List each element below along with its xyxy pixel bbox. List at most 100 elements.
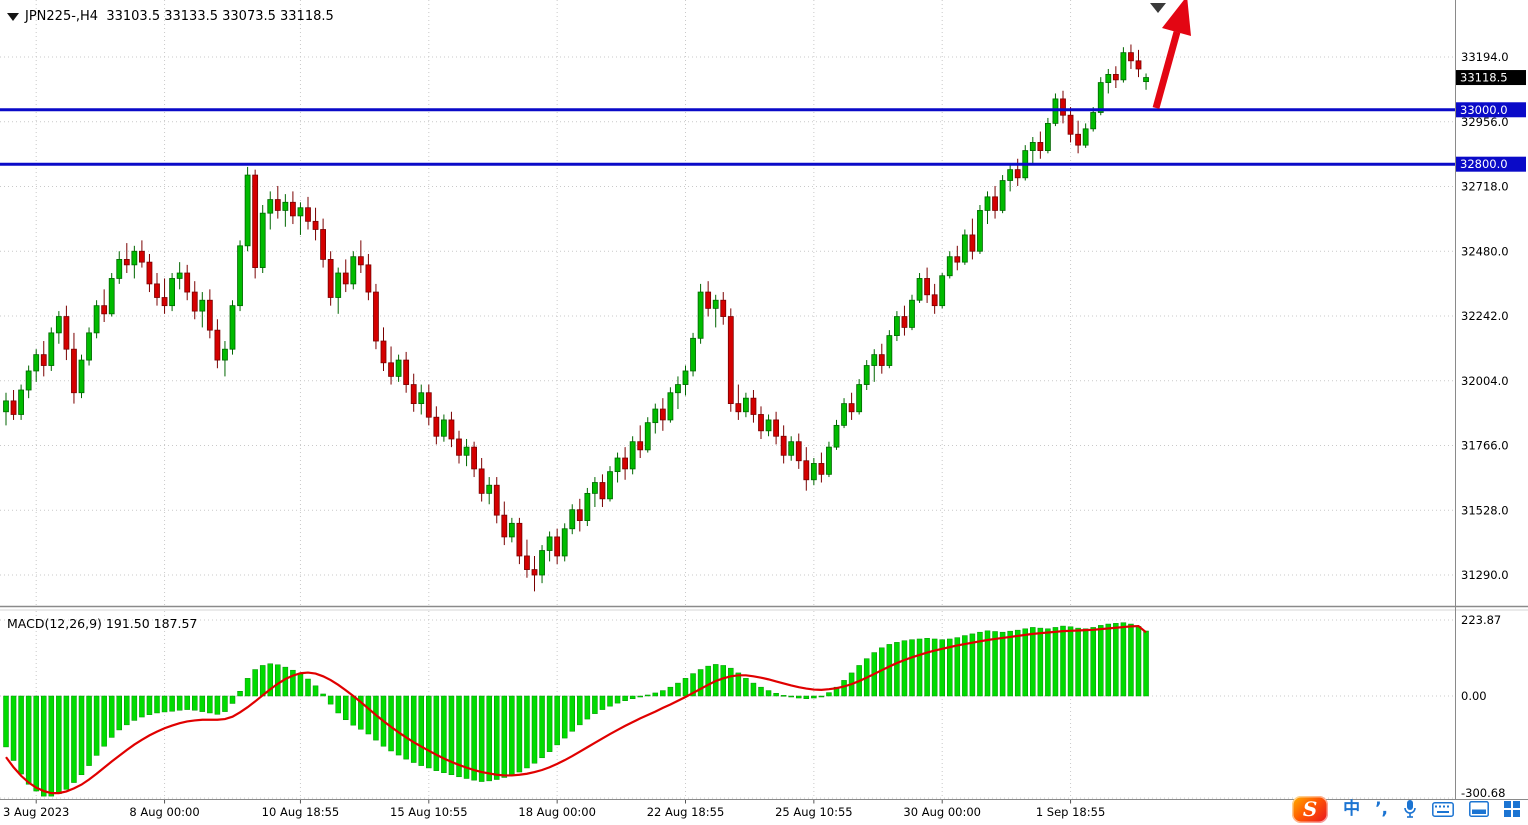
macd-histogram-bar [909,639,915,697]
candle-body [758,414,764,432]
price-level-tag [1456,156,1526,172]
trend-arrow-head[interactable] [1162,0,1191,36]
candle-body [780,435,787,456]
candle-body [1045,122,1051,151]
macd-histogram-bar [403,695,409,760]
touch-keyboard-icon[interactable] [1469,801,1489,817]
candle-body [108,278,115,315]
candle-body [380,340,387,364]
macd-histogram-bar [796,695,802,699]
macd-histogram-bar [116,695,122,731]
time-tick-label: 18 Aug 00:00 [518,805,596,819]
time-tick-label: 30 Aug 00:00 [903,805,981,819]
candle-body [244,174,251,247]
macd-histogram-bar [947,638,953,697]
candle-body [425,392,432,418]
candle-body [599,482,606,500]
price-tick-label: 32480.0 [1461,244,1509,258]
price-tick-label: 32956.0 [1461,115,1509,129]
candle-body [841,403,847,426]
macd-histogram-bar [388,695,394,752]
candle-body [690,337,696,372]
candle-body [508,522,515,538]
macd-histogram-bar [1045,628,1051,697]
macd-histogram-bar [984,630,991,697]
microphone-icon[interactable] [1403,799,1417,819]
macd-histogram-bar [93,695,100,756]
candle-body [433,416,440,437]
macd-histogram-bar [169,695,175,712]
candle-body [682,370,689,385]
macd-histogram-bar [365,695,372,735]
macd-histogram-bar [697,669,704,697]
macd-histogram-bar [622,695,628,702]
app-grid-icon[interactable] [1504,801,1520,817]
ime-punctuation-icon[interactable]: ’, [1375,798,1388,819]
candle-body [478,468,485,494]
macd-histogram-bar [259,665,266,697]
macd-histogram-bar [56,695,62,795]
macd-histogram-bar [335,695,341,714]
candle-body [486,484,493,494]
candle-body [320,229,327,260]
macd-histogram-bar [320,693,326,697]
candle-body [863,365,870,385]
macd-histogram-bar [154,695,160,714]
candle-body [146,261,153,285]
macd-histogram-bar [25,695,32,785]
time-tick-label: 3 Aug 2023 [3,805,69,819]
macd-histogram-bar [1030,627,1036,697]
candle-body [886,335,893,366]
price-tick-label: 31290.0 [1461,568,1509,582]
candle-body [48,332,55,366]
candle-body [765,419,772,432]
ime-chinese-icon[interactable]: 中 [1343,798,1361,819]
candle-body [357,256,364,266]
candle-body [735,403,742,413]
candle-body [418,392,425,405]
macd-histogram-bar [297,673,304,697]
candle-body [93,305,100,334]
macd-histogram-bar [916,638,923,697]
macd-histogram-bar [1052,627,1059,697]
candle-body [259,212,266,268]
sogou-input-logo[interactable]: S [1292,795,1329,823]
candle-body [388,362,394,377]
price-level-tag-label: 32800.0 [1460,157,1508,171]
candle-body [1014,169,1021,179]
macd-tick-label: 223.87 [1461,613,1501,627]
macd-histogram-bar [350,695,357,726]
macd-histogram-bar [244,678,251,697]
macd-histogram-bar [78,695,85,776]
candle-body [471,446,478,470]
candle-body [63,316,70,350]
candle-body [373,291,379,342]
triangle-down-icon[interactable] [7,12,19,21]
keyboard-icon[interactable] [1432,801,1454,817]
candle-body [712,299,719,309]
candle-body [901,316,908,328]
trend-arrow-shaft[interactable] [1152,31,1181,109]
candle-body [78,359,85,394]
macd-histogram-bar [1143,630,1149,697]
macd-histogram-bar [48,695,55,797]
candle-body [818,463,825,475]
macd-histogram-bar [373,695,379,741]
macd-histogram-bar [207,695,213,714]
macd-histogram-bar [18,695,24,775]
macd-histogram-bar [629,695,636,699]
candle-body [440,419,447,437]
macd-histogram-bar [192,695,198,711]
macd-histogram-bar [343,695,349,721]
macd-histogram-bar [584,695,591,720]
candle-body [86,332,92,361]
time-tick-label: 15 Aug 10:55 [390,805,468,819]
candle-body [554,536,561,557]
macd-histogram-bar [501,695,508,778]
candle-body [282,201,289,211]
macd-histogram-bar [931,638,938,697]
macd-histogram-bar [441,695,447,773]
current-price-tag-label: 33118.5 [1460,71,1508,85]
candle-body [871,354,878,366]
